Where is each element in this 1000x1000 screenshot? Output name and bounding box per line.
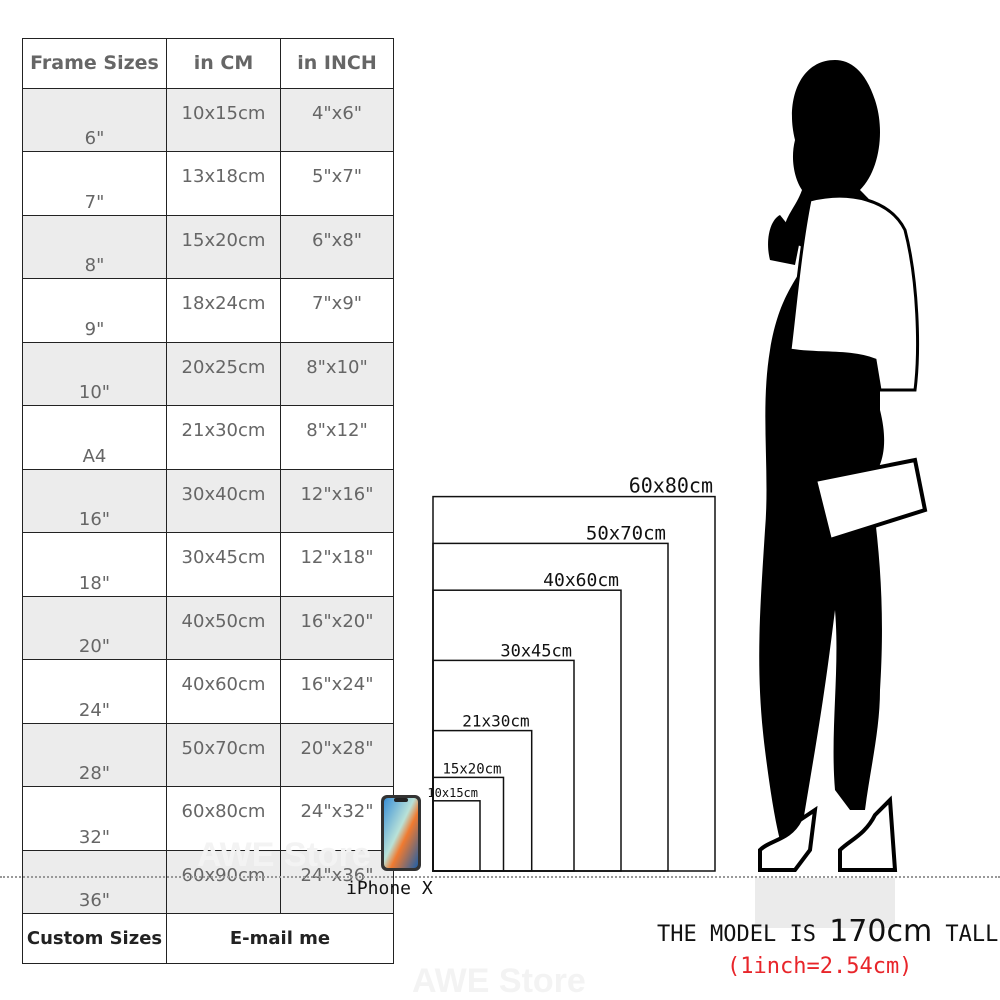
size-inch-cell: 8"x10" (280, 341, 394, 406)
frame-label: 40x60cm (543, 570, 619, 591)
model-text-prefix: THE MODEL IS (657, 922, 830, 947)
table-row: 18" 30x45cm 12"x18" (22, 532, 394, 597)
custom-sizes-label: Custom Sizes (22, 913, 167, 964)
table-row: 10" 20x25cm 8"x10" (22, 341, 394, 406)
frame-label: 50x70cm (586, 522, 666, 544)
iphone-label: iPhone X (346, 878, 433, 899)
size-inch-cell: 12"x18" (280, 532, 394, 597)
watermark: AWE Store (197, 836, 371, 874)
size-cm-cell: 50x70cm (166, 722, 281, 787)
table-row: 36" 60x90cm 24"x36" (22, 849, 394, 914)
table-row: 7" 13x18cm 5"x7" (22, 151, 394, 216)
frame-size-cell: 20" (22, 595, 167, 660)
size-inch-cell: 24"x36" (280, 849, 394, 914)
frame-size-cell: A4 (22, 405, 167, 470)
size-inch-cell: 6"x8" (280, 214, 394, 279)
model-height-text: THE MODEL IS 170cm TALL (657, 914, 998, 949)
table-row: 24" 40x60cm 16"x24" (22, 659, 394, 724)
size-inch-cell: 16"x24" (280, 659, 394, 724)
header-in-cm: in CM (166, 38, 281, 89)
frame-label: 15x20cm (442, 761, 501, 777)
frame-size-cell: 16" (22, 468, 167, 533)
watermark: AWE Store (412, 962, 586, 1000)
table-row: 20" 40x50cm 16"x20" (22, 595, 394, 660)
frame-label: 60x80cm (629, 474, 713, 498)
size-table: Frame Sizes in CM in INCH 6" 10x15cm 4"x6"… (22, 38, 394, 964)
floor-line (0, 876, 1000, 878)
size-cm-cell: 18x24cm (166, 278, 281, 343)
table-row: 9" 18x24cm 7"x9" (22, 278, 394, 343)
frame-size-cell: 9" (22, 278, 167, 343)
size-inch-cell: 5"x7" (280, 151, 394, 216)
frame-outline-50x70cm (432, 542, 669, 872)
table-footer: Custom Sizes E-mail me (22, 913, 394, 964)
size-cm-cell: 20x25cm (166, 341, 281, 406)
size-cm-cell: 10x15cm (166, 87, 281, 152)
size-inch-cell: 4"x6" (280, 87, 394, 152)
frame-label: 21x30cm (462, 712, 529, 731)
frame-label: 30x45cm (500, 641, 572, 661)
inch-conversion-note: (1inch=2.54cm) (727, 954, 913, 979)
frame-label: 10x15cm (427, 786, 478, 800)
frame-size-cell: 8" (22, 214, 167, 279)
table-row: 8" 15x20cm 6"x8" (22, 214, 394, 279)
size-inch-cell: 16"x20" (280, 595, 394, 660)
size-inch-cell: 20"x28" (280, 722, 394, 787)
iphone-icon (381, 795, 421, 871)
size-cm-cell: 40x50cm (166, 595, 281, 660)
size-cm-cell: 60x80cm (166, 786, 281, 851)
size-cm-cell: 40x60cm (166, 659, 281, 724)
frame-outline-10x15cm (432, 800, 481, 872)
size-inch-cell: 12"x16" (280, 468, 394, 533)
size-inch-cell: 24"x32" (280, 786, 394, 851)
table-row: 16" 30x40cm 12"x16" (22, 468, 394, 533)
table-row: 28" 50x70cm 20"x28" (22, 722, 394, 787)
table-row: 6" 10x15cm 4"x6" (22, 87, 394, 152)
model-silhouette (755, 60, 928, 928)
size-cm-cell: 15x20cm (166, 214, 281, 279)
frame-size-cell: 32" (22, 786, 167, 851)
email-me-label: E-mail me (166, 913, 394, 964)
model-text-suffix: TALL (932, 922, 999, 947)
model-height-value: 170cm (829, 914, 933, 949)
size-cm-cell: 60x90cm (166, 849, 281, 914)
frame-size-cell: 36" (22, 849, 167, 914)
frame-size-cell: 10" (22, 341, 167, 406)
table-header: Frame Sizes in CM in INCH (22, 38, 394, 89)
size-cm-cell: 13x18cm (166, 151, 281, 216)
frame-outline-60x80cm (432, 495, 716, 872)
header-frame-sizes: Frame Sizes (22, 38, 167, 89)
size-cm-cell: 21x30cm (166, 405, 281, 470)
table-row: 32" 60x80cm 24"x32" (22, 786, 394, 851)
frame-size-cell: 18" (22, 532, 167, 597)
size-cm-cell: 30x40cm (166, 468, 281, 533)
